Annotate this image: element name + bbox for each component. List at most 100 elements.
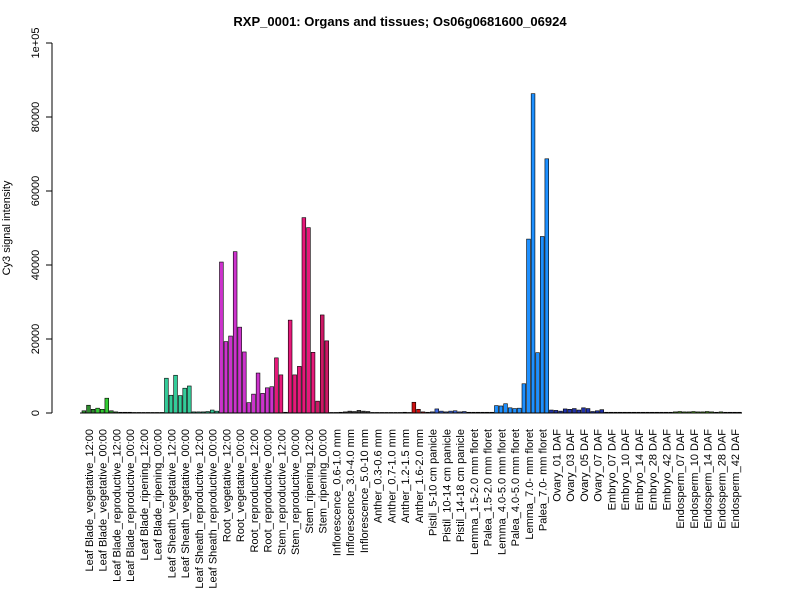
bar — [494, 405, 499, 414]
bars — [81, 93, 742, 414]
x-tick-label: Inflorescence_0.6-1.0 mm — [331, 429, 343, 556]
y-tick-label: 0 — [30, 410, 42, 416]
bar — [255, 372, 261, 414]
x-tick-label: Pistil_10-14 cm panicle — [441, 429, 453, 542]
bar — [310, 352, 316, 414]
bar — [292, 374, 297, 414]
bar — [320, 314, 325, 414]
x-tick-label: Leaf Sheath_vegetative_00:00 — [180, 429, 192, 578]
bar — [521, 383, 527, 414]
x-tick-label: Leaf Sheath_vegetative_12:00 — [166, 429, 178, 578]
bar — [324, 340, 329, 414]
x-tick-label: Endosperm_07 DAF — [675, 429, 687, 529]
bar — [540, 236, 545, 414]
bar — [219, 261, 224, 414]
x-tick-label: Ovary_05 DAF — [579, 429, 591, 502]
bar — [228, 335, 233, 414]
bar — [104, 397, 109, 414]
x-tick-label: Lemma_7.0- mm floret — [524, 429, 536, 540]
x-tick-label: Root_vegetative_12:00 — [221, 429, 233, 542]
y-axis-label: Cy3 signal intensity — [1, 180, 13, 275]
x-tick-label: Root_reproductive_00:00 — [263, 429, 275, 553]
x-tick-label: Leaf Sheath_reproductive_00:00 — [208, 429, 220, 589]
bar — [306, 227, 311, 414]
bar — [503, 403, 508, 414]
x-tick-label: Stem_ripening_00:00 — [318, 429, 330, 534]
bar — [434, 408, 439, 414]
bar — [100, 408, 105, 414]
x-tick-label: Lemma_1.5-2.0 mm floret — [469, 429, 481, 555]
y-tick-label: 1e+05 — [30, 28, 42, 59]
x-tick-label: Leaf Blade_reproductive_00:00 — [125, 429, 137, 582]
x-tick-label: Endosperm_42 DAF — [730, 429, 742, 529]
x-tick-label: Embryo_07 DAF — [606, 429, 618, 511]
x-tick-label: Embryo_14 DAF — [634, 429, 646, 511]
bar — [535, 352, 540, 414]
bar — [260, 393, 265, 414]
y-tick-label: 40000 — [30, 250, 42, 281]
x-tick-label: Endosperm_14 DAF — [703, 429, 715, 529]
x-tick-label: Embryo_42 DAF — [661, 429, 673, 511]
bar — [265, 387, 270, 414]
x-tick-label: Palea_1.5-2.0 mm floret — [483, 429, 495, 546]
bar — [278, 374, 284, 414]
x-tick-label: Leaf Sheath_reproductive_12:00 — [194, 429, 206, 589]
bar — [315, 400, 320, 414]
x-tick-label: Stem_reproductive_00:00 — [290, 429, 302, 555]
bar — [517, 407, 522, 414]
x-tick-label: Embryo_28 DAF — [648, 429, 660, 511]
x-tick-label: Leaf Blade_vegetative_12:00 — [84, 429, 96, 572]
x-tick-label: Root_vegetative_00:00 — [235, 429, 247, 542]
x-tick-label: Leaf Blade_vegetative_00:00 — [98, 429, 110, 572]
x-tick-label: Pistil_14-18 cm panicle — [455, 429, 467, 542]
bar — [416, 408, 421, 414]
x-axis: Leaf Blade_vegetative_12:00 Leaf Blade_ve… — [80, 412, 742, 589]
bar — [173, 374, 178, 414]
y-tick-label: 20000 — [30, 324, 42, 355]
x-tick-label: Stem_reproductive_12:00 — [276, 429, 288, 555]
y-axis: 0 20000 40000 60000 80000 1e+05 — [30, 28, 53, 416]
bar — [232, 251, 238, 414]
bar — [274, 357, 279, 414]
bar — [223, 341, 229, 414]
y-tick-label: 80000 — [30, 102, 42, 133]
bar — [544, 158, 549, 414]
bar — [251, 393, 256, 414]
x-tick-label: Anther_1.2-1.5 mm — [400, 429, 412, 523]
x-tick-label: Lemma_4.0-5.0 mm floret — [496, 429, 508, 555]
bar — [90, 408, 96, 414]
x-tick-label: Anther_0.3-0.6 mm — [373, 429, 385, 523]
x-tick-label: Inflorescence_5.0-10 mm — [359, 429, 371, 553]
x-tick-label: Inflorescence_3.0-4.0 mm — [345, 429, 357, 556]
bar — [301, 217, 307, 414]
bar — [498, 405, 504, 414]
x-tick-label: Anther_1.6-2.0 mm — [414, 429, 426, 523]
x-tick-label: Palea_4.0-5.0 mm floret — [510, 429, 522, 546]
x-tick-label: Ovary_01 DAF — [551, 429, 563, 502]
x-tick-label: Leaf Blade_ripening_12:00 — [139, 429, 151, 561]
x-tick-label: Palea_7.0- mm floret — [538, 429, 550, 531]
bar — [507, 407, 513, 414]
bar — [297, 366, 302, 414]
bar — [526, 238, 531, 414]
x-tick-label: Leaf Blade_reproductive_12:00 — [111, 429, 123, 582]
x-tick-label: Leaf Blade_ripening_00:00 — [153, 429, 165, 561]
bar — [177, 395, 183, 414]
bar — [164, 377, 169, 414]
bar — [562, 408, 568, 414]
bar — [168, 394, 174, 414]
chart-title: RXP_0001: Organs and tissues; Os06g06816… — [233, 14, 567, 29]
bar — [237, 326, 242, 414]
x-tick-label: Anther_0.7-1.0 mm — [386, 429, 398, 523]
bar — [182, 387, 187, 414]
bar — [287, 319, 293, 414]
bar — [572, 408, 577, 414]
bar — [567, 408, 572, 414]
x-tick-label: Ovary_03 DAF — [565, 429, 577, 502]
bar — [86, 404, 91, 414]
x-tick-label: Embryo_10 DAF — [620, 429, 632, 511]
y-tick-label: 60000 — [30, 176, 42, 207]
bar — [581, 407, 586, 414]
bar — [530, 93, 536, 414]
